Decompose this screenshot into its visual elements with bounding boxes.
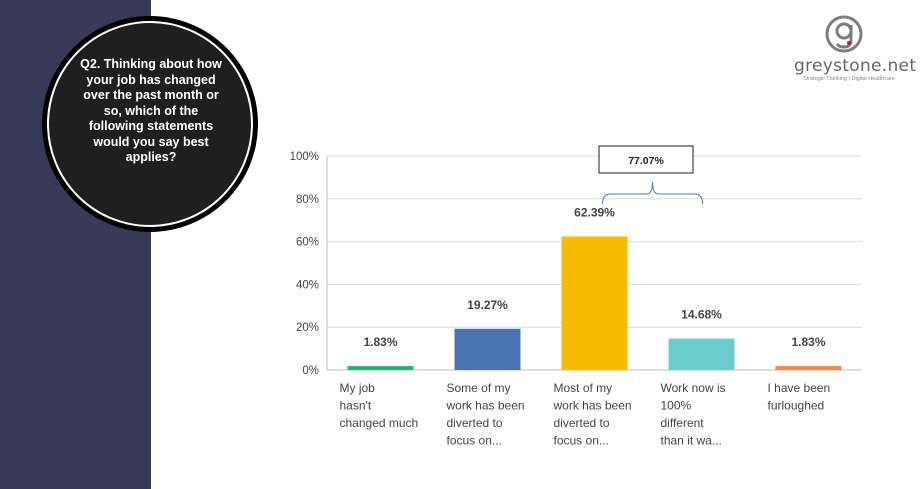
category-label: My job — [340, 381, 376, 395]
category-label: focus on... — [554, 434, 609, 448]
category-label: changed much — [340, 416, 419, 430]
category-label: diverted to — [447, 416, 503, 430]
y-tick-label: 80% — [296, 194, 319, 206]
question-circle — [42, 16, 258, 232]
annotation-label: 77.07% — [628, 155, 664, 167]
category-label: focus on... — [447, 434, 502, 448]
category-label: furloughed — [768, 399, 825, 413]
logo-tagline: Strategic Thinking | Digital Healthcare — [803, 76, 895, 82]
category-label: Most of my — [554, 381, 613, 395]
category-label: hasn't — [340, 399, 372, 413]
logo-name: greystone.net — [794, 56, 917, 76]
bar — [668, 338, 735, 370]
category-label: diverted to — [554, 416, 610, 430]
y-tick-label: 40% — [296, 279, 319, 291]
y-tick-label: 0% — [302, 365, 319, 377]
data-label: 1.83% — [791, 335, 825, 349]
y-tick-label: 60% — [296, 237, 319, 249]
category-label: work has been — [446, 399, 525, 413]
category-label: different — [661, 416, 705, 430]
bar — [347, 366, 414, 370]
category-label: I have been — [768, 381, 831, 395]
category-label: than it wa... — [661, 434, 722, 448]
question-circle-ring — [47, 21, 253, 227]
bar — [454, 328, 521, 370]
category-label: 100% — [661, 399, 692, 413]
data-label: 14.68% — [681, 308, 722, 322]
bar — [775, 366, 842, 370]
annotation-box — [598, 145, 694, 174]
category-label: Work now is — [661, 381, 726, 395]
category-label: Some of my — [447, 381, 511, 395]
y-tick-label: 100% — [290, 151, 319, 163]
greystone-logo: greystone.net Strategic Thinking | Digit… — [794, 12, 917, 92]
bar — [561, 236, 628, 370]
annotation-bracket — [602, 181, 703, 205]
y-tick-label: 20% — [296, 322, 319, 334]
data-label: 19.27% — [467, 298, 508, 312]
question-text: Q2. Thinking about how your job has chan… — [80, 57, 222, 164]
logo-g-icon — [825, 15, 863, 53]
data-label: 62.39% — [574, 205, 615, 219]
category-label: work has been — [553, 399, 632, 413]
data-label: 1.83% — [363, 335, 397, 349]
